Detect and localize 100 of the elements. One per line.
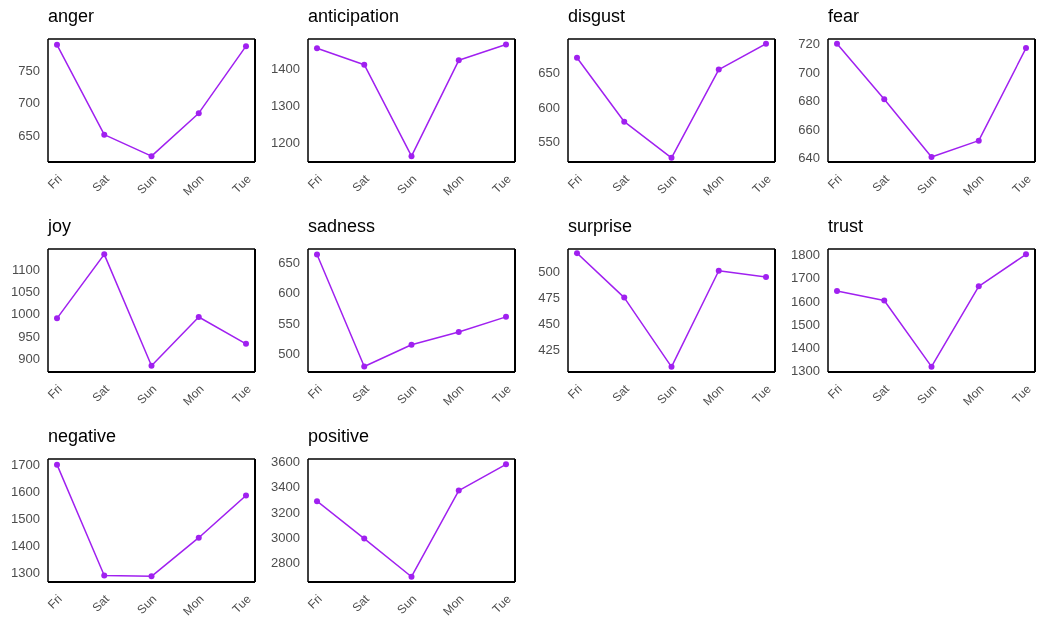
x-tick-label: Mon bbox=[180, 381, 207, 409]
y-tick-label: 3200 bbox=[271, 504, 300, 520]
point bbox=[243, 492, 249, 499]
y-tick-label: 1050 bbox=[11, 284, 40, 300]
y-tick-label: 550 bbox=[538, 134, 560, 150]
y-tick-label: 550 bbox=[278, 315, 300, 331]
point bbox=[928, 363, 935, 370]
x-tick-label: Tue bbox=[229, 381, 255, 407]
x-tick-label: Sat bbox=[349, 381, 373, 405]
x-tick-label: Sat bbox=[609, 171, 633, 195]
x-tick-label: Fri bbox=[824, 171, 845, 192]
y-tick-label: 1500 bbox=[791, 316, 820, 332]
point bbox=[621, 294, 628, 301]
x-tick-label: Mon bbox=[700, 171, 727, 199]
x-tick-label: Sun bbox=[654, 171, 680, 197]
y-tick-label: 475 bbox=[538, 290, 560, 306]
point bbox=[715, 267, 722, 274]
y-tick-label: 700 bbox=[798, 64, 820, 80]
point bbox=[408, 341, 415, 348]
point bbox=[148, 573, 155, 580]
y-tick-label: 950 bbox=[18, 328, 40, 344]
point bbox=[763, 273, 769, 280]
point bbox=[503, 313, 509, 320]
y-tick-label: 1700 bbox=[11, 457, 40, 473]
x-tick-label: Sat bbox=[89, 381, 113, 405]
x-tick-label: Mon bbox=[440, 591, 467, 619]
point bbox=[455, 487, 462, 494]
point bbox=[148, 153, 155, 160]
chart-title: positive bbox=[308, 426, 370, 447]
x-tick-label: Fri bbox=[44, 171, 65, 192]
point bbox=[361, 61, 368, 68]
x-tick-label: Sun bbox=[394, 591, 420, 617]
chart-title: joy bbox=[48, 216, 72, 237]
point bbox=[101, 131, 108, 138]
x-tick-label: Tue bbox=[229, 171, 255, 197]
y-tick-label: 900 bbox=[18, 351, 40, 367]
point bbox=[361, 363, 368, 370]
y-tick-label: 1400 bbox=[271, 61, 300, 77]
point bbox=[503, 41, 509, 48]
x-tick-label: Fri bbox=[44, 591, 65, 612]
y-tick-label: 1800 bbox=[791, 247, 820, 263]
point bbox=[1023, 251, 1029, 258]
point bbox=[408, 573, 415, 580]
point bbox=[975, 137, 982, 144]
y-tick-label: 1400 bbox=[791, 340, 820, 356]
x-tick-label: Sat bbox=[89, 591, 113, 615]
x-tick-label: Sun bbox=[134, 591, 160, 617]
point bbox=[314, 45, 320, 52]
chart-title: anger bbox=[48, 6, 95, 27]
point bbox=[361, 535, 368, 542]
point bbox=[763, 40, 769, 47]
x-tick-label: Mon bbox=[960, 381, 987, 409]
x-tick-label: Sat bbox=[609, 381, 633, 405]
y-tick-label: 650 bbox=[278, 254, 300, 270]
x-tick-label: Fri bbox=[304, 171, 325, 192]
y-tick-label: 3000 bbox=[271, 529, 300, 545]
chart-title: surprise bbox=[568, 216, 633, 237]
y-tick-label: 1000 bbox=[11, 306, 40, 322]
y-tick-label: 1300 bbox=[271, 98, 300, 114]
x-tick-label: Sat bbox=[349, 171, 373, 195]
point bbox=[574, 250, 580, 257]
y-tick-label: 2800 bbox=[271, 554, 300, 570]
point bbox=[668, 154, 675, 161]
y-tick-label: 1600 bbox=[791, 293, 820, 309]
chart-title: disgust bbox=[568, 6, 626, 27]
point bbox=[314, 251, 320, 258]
chart-title: negative bbox=[48, 426, 117, 447]
x-tick-label: Tue bbox=[489, 381, 515, 407]
x-tick-label: Sat bbox=[869, 171, 893, 195]
x-tick-label: Tue bbox=[1009, 381, 1035, 407]
chart-title: anticipation bbox=[308, 6, 400, 27]
x-tick-label: Fri bbox=[304, 381, 325, 402]
point bbox=[1023, 45, 1029, 52]
y-tick-label: 1300 bbox=[791, 363, 820, 379]
point bbox=[881, 297, 888, 304]
x-tick-label: Sun bbox=[394, 381, 420, 407]
y-tick-label: 500 bbox=[538, 264, 560, 280]
point bbox=[881, 96, 888, 103]
y-tick-label: 3600 bbox=[271, 454, 300, 470]
y-tick-label: 500 bbox=[278, 345, 300, 361]
point bbox=[101, 251, 108, 258]
point bbox=[408, 153, 415, 160]
x-tick-label: Sun bbox=[134, 381, 160, 407]
x-tick-label: Fri bbox=[564, 171, 585, 192]
y-tick-label: 600 bbox=[278, 285, 300, 301]
x-tick-label: Mon bbox=[440, 381, 467, 409]
x-tick-label: Mon bbox=[180, 171, 207, 199]
point bbox=[243, 340, 249, 347]
x-tick-label: Sat bbox=[869, 381, 893, 405]
point bbox=[101, 572, 108, 579]
point bbox=[243, 43, 249, 50]
point bbox=[195, 313, 202, 320]
x-tick-label: Tue bbox=[489, 591, 515, 617]
point bbox=[928, 154, 935, 161]
point bbox=[195, 110, 202, 117]
y-tick-label: 1400 bbox=[11, 537, 40, 553]
y-tick-label: 425 bbox=[538, 341, 560, 357]
chart-title: trust bbox=[828, 216, 864, 237]
x-tick-label: Tue bbox=[489, 171, 515, 197]
y-tick-label: 1500 bbox=[11, 510, 40, 526]
